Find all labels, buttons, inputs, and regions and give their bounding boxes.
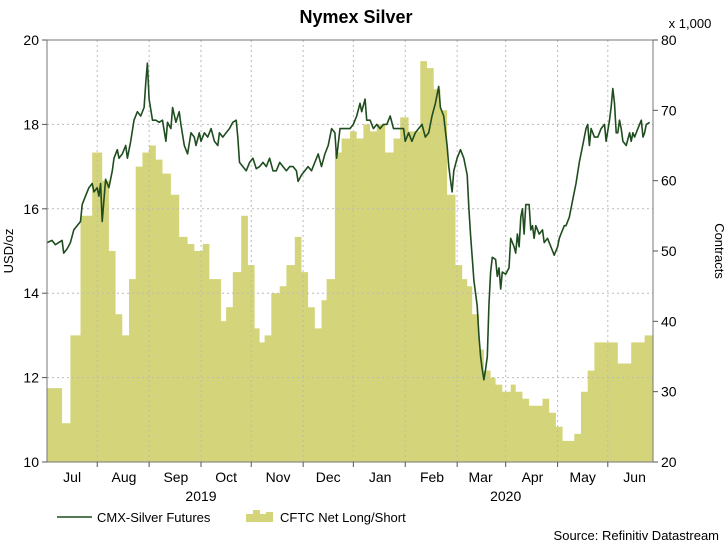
left-axis: 10 12 14 16 18 20 xyxy=(23,32,47,470)
cftc-area-group xyxy=(47,61,653,462)
chart-title: Nymex Silver xyxy=(299,7,412,27)
month-label: Sep xyxy=(163,469,188,485)
right-tick-label: 80 xyxy=(661,32,677,48)
cftc-net-area xyxy=(47,61,653,462)
month-label: Oct xyxy=(215,469,237,485)
right-tick-label: 40 xyxy=(661,313,677,329)
month-label: Apr xyxy=(522,469,544,485)
right-tick-label: 50 xyxy=(661,243,677,259)
month-label: Jan xyxy=(369,469,392,485)
month-label: Mar xyxy=(469,469,493,485)
month-label: Feb xyxy=(420,469,444,485)
right-tick-label: 70 xyxy=(661,102,677,118)
right-tick-label: 20 xyxy=(661,454,677,470)
right-axis-label: Contracts xyxy=(712,223,727,279)
month-label: Dec xyxy=(316,469,341,485)
silver-line-group xyxy=(46,62,651,381)
x-axis: Jul Aug Sep Oct Nov Dec Jan Feb Mar Apr May Jun 2019… xyxy=(63,462,646,504)
legend-label-cftc: CFTC Net Long/Short xyxy=(280,510,406,525)
right-axis-multiplier: x 1,000 xyxy=(669,16,712,31)
month-label: May xyxy=(569,469,595,485)
gridlines xyxy=(47,40,653,462)
month-label: Nov xyxy=(266,469,291,485)
left-tick-label: 14 xyxy=(23,285,39,301)
year-label: 2019 xyxy=(185,488,216,504)
month-label: Jul xyxy=(63,469,81,485)
silver-futures-line xyxy=(46,62,651,381)
left-tick-label: 10 xyxy=(23,454,39,470)
legend: CMX-Silver Futures CFTC Net Long/Short xyxy=(57,510,406,525)
month-label: Aug xyxy=(112,469,137,485)
left-tick-label: 20 xyxy=(23,32,39,48)
left-axis-label: USD/oz xyxy=(1,229,16,274)
right-axis: 20 30 40 50 60 70 80 xyxy=(653,32,677,470)
left-tick-label: 18 xyxy=(23,116,39,132)
right-tick-label: 30 xyxy=(661,384,677,400)
right-tick-label: 60 xyxy=(661,173,677,189)
year-label: 2020 xyxy=(490,488,521,504)
left-tick-label: 12 xyxy=(23,370,39,386)
left-tick-label: 16 xyxy=(23,201,39,217)
legend-label-silver-futures: CMX-Silver Futures xyxy=(97,510,211,525)
legend-swatch-cftc xyxy=(246,510,273,522)
source-note: Source: Refinitiv Datastream xyxy=(554,528,719,543)
month-label: Jun xyxy=(623,469,646,485)
